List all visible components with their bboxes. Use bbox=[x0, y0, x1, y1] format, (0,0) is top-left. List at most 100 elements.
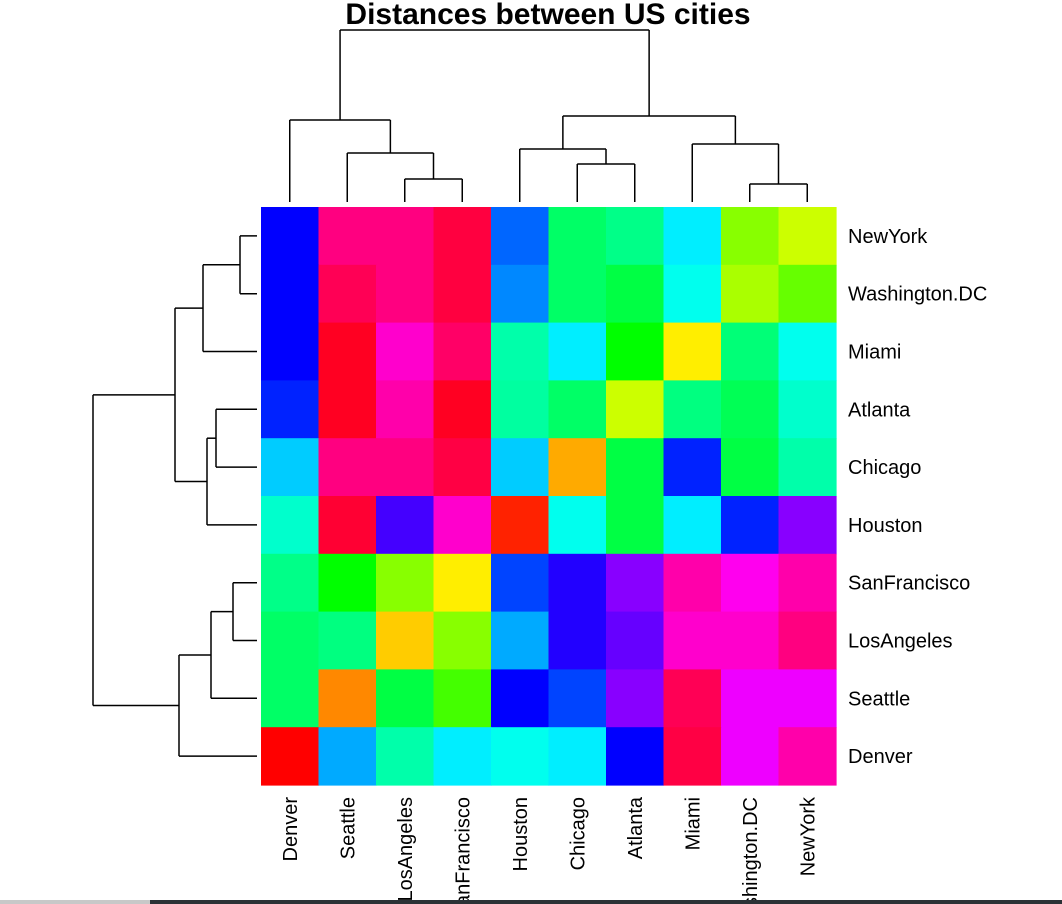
heatmap-cell bbox=[721, 322, 780, 381]
heatmap-cell bbox=[606, 669, 665, 728]
heatmap-cell bbox=[721, 438, 780, 497]
heatmap-cell bbox=[376, 438, 435, 497]
heatmap-cell bbox=[376, 496, 435, 555]
heatmap-cell bbox=[778, 438, 837, 497]
heatmap-cell bbox=[721, 496, 780, 555]
heatmap-cell bbox=[491, 322, 550, 381]
heatmap-cell bbox=[491, 207, 550, 266]
row-label: Denver bbox=[848, 746, 913, 768]
heatmap-cell bbox=[721, 264, 780, 324]
row-label: SanFrancisco bbox=[848, 573, 970, 595]
row-label: Chicago bbox=[848, 457, 921, 479]
heatmap-cell bbox=[318, 207, 377, 266]
col-label: Atlanta bbox=[625, 796, 647, 859]
heatmap-cell bbox=[663, 322, 722, 381]
heatmap-cell bbox=[433, 553, 492, 613]
heatmap-cell bbox=[548, 207, 607, 266]
heatmap-cell bbox=[318, 669, 377, 728]
heatmap-cell bbox=[491, 496, 550, 555]
heatmap-cell bbox=[318, 380, 377, 439]
heatmap-cell bbox=[548, 264, 607, 324]
heatmap-cell bbox=[548, 380, 607, 439]
heatmap-cell bbox=[778, 264, 837, 324]
heatmap-cell bbox=[491, 380, 550, 439]
heatmap-cell bbox=[376, 264, 435, 324]
heatmap-cell bbox=[721, 207, 780, 266]
row-label: Miami bbox=[848, 342, 901, 364]
heatmap-cell bbox=[433, 438, 492, 497]
scrollbar-thumb[interactable] bbox=[150, 900, 1062, 904]
heatmap-cell bbox=[548, 322, 607, 381]
heatmap-cell bbox=[606, 438, 665, 497]
heatmap-cell bbox=[318, 727, 377, 786]
heatmap-cell bbox=[433, 380, 492, 439]
heatmap-cell bbox=[778, 611, 837, 670]
heatmap-cell bbox=[548, 553, 607, 613]
heatmap-cell bbox=[433, 207, 492, 266]
heatmap-cell bbox=[261, 322, 320, 381]
heatmap-cell bbox=[491, 669, 550, 728]
col-label: NewYork bbox=[797, 796, 819, 876]
heatmap-cell bbox=[318, 264, 377, 324]
heatmap-cell bbox=[606, 322, 665, 381]
heatmap-cell bbox=[491, 438, 550, 497]
col-label: Washington.DC bbox=[740, 797, 762, 900]
heatmap-cell bbox=[663, 496, 722, 555]
heatmap-cell bbox=[606, 496, 665, 555]
heatmap-cell bbox=[433, 727, 492, 786]
heatmap-cell bbox=[778, 380, 837, 439]
heatmap-cell bbox=[606, 264, 665, 324]
heatmap-cell bbox=[376, 380, 435, 439]
heatmap-cell bbox=[376, 207, 435, 266]
heatmap-cell bbox=[663, 207, 722, 266]
heatmap-cell bbox=[261, 207, 320, 266]
heatmap-cell bbox=[491, 727, 550, 786]
row-label: NewYork bbox=[848, 226, 928, 248]
heatmap-cell bbox=[318, 553, 377, 613]
heatmap-cell bbox=[318, 611, 377, 670]
heatmap-cell bbox=[491, 553, 550, 613]
heatmap-cell bbox=[778, 322, 837, 381]
row-label: Washington.DC bbox=[848, 284, 987, 306]
heatmap-cell bbox=[721, 553, 780, 613]
col-label: Chicago bbox=[567, 797, 589, 870]
col-label: Houston bbox=[510, 797, 532, 872]
heatmap-cell bbox=[548, 496, 607, 555]
heatmap-cell bbox=[606, 553, 665, 613]
heatmap-cell bbox=[376, 553, 435, 613]
heatmap-cell bbox=[778, 727, 837, 786]
heatmap-cell bbox=[433, 611, 492, 670]
heatmap-cell bbox=[376, 322, 435, 381]
heatmap-cell bbox=[606, 207, 665, 266]
row-label: Houston bbox=[848, 515, 923, 537]
heatmap-cell bbox=[261, 553, 320, 613]
heatmap-cell bbox=[606, 380, 665, 439]
heatmap-cell bbox=[721, 727, 780, 786]
heatmap-cell bbox=[721, 611, 780, 670]
heatmap-cell bbox=[376, 669, 435, 728]
heatmap-cell bbox=[261, 438, 320, 497]
col-label: LosAngeles bbox=[395, 797, 417, 900]
row-label: LosAngeles bbox=[848, 631, 953, 653]
heatmap-cell bbox=[433, 264, 492, 324]
heatmap-cell bbox=[721, 380, 780, 439]
heatmap-cell bbox=[261, 264, 320, 324]
heatmap-cell bbox=[663, 438, 722, 497]
row-label: Seattle bbox=[848, 688, 910, 710]
heatmap-cell bbox=[261, 611, 320, 670]
heatmap-cell bbox=[663, 264, 722, 324]
heatmap-cell bbox=[433, 322, 492, 381]
col-label: Miami bbox=[682, 797, 704, 850]
chart-title: Distances between US cities bbox=[345, 0, 750, 31]
heatmap-cell bbox=[606, 727, 665, 786]
heatmap-cell bbox=[376, 611, 435, 670]
heatmap-cell bbox=[663, 553, 722, 613]
heatmap-cell bbox=[778, 669, 837, 728]
heatmap-cell bbox=[606, 611, 665, 670]
heatmap-cell bbox=[491, 611, 550, 670]
heatmap-cell bbox=[721, 669, 780, 728]
heatmap-cell bbox=[261, 727, 320, 786]
heatmap-cell bbox=[261, 380, 320, 439]
col-label: SanFrancisco bbox=[452, 797, 474, 900]
